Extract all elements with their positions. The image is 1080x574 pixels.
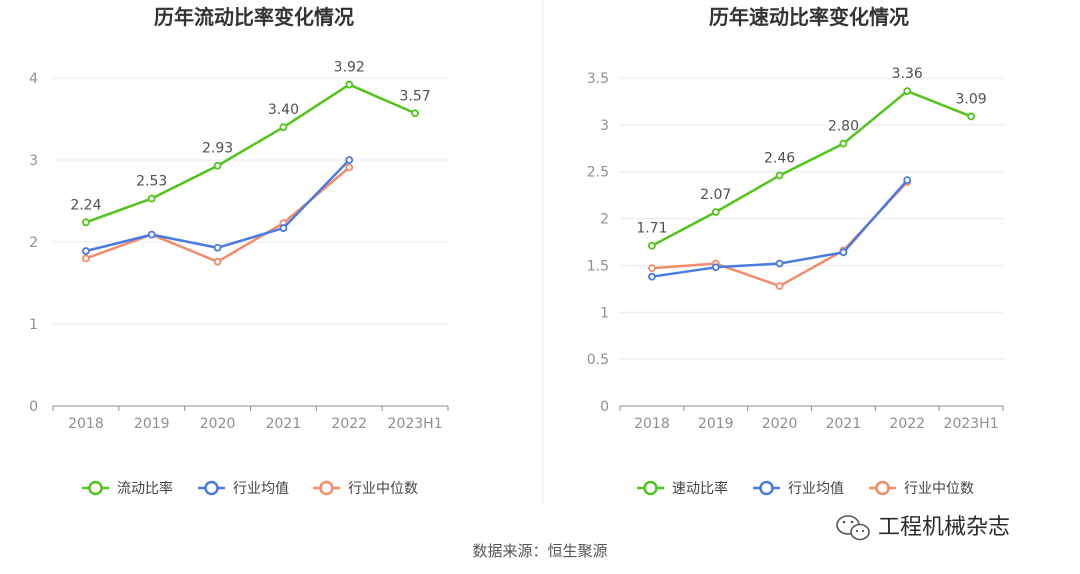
- data-point: [82, 218, 90, 227]
- x-tick-label: 2022: [331, 416, 367, 432]
- data-label: 2.07: [700, 187, 731, 203]
- data-point: [82, 247, 90, 255]
- data-point: [775, 259, 784, 268]
- x-tick-label: 2020: [762, 416, 798, 432]
- data-point: [711, 208, 720, 216]
- legend-item: 行业中位数: [313, 480, 418, 497]
- y-tick-label: 1: [600, 305, 609, 321]
- x-tick-label: 2021: [266, 416, 302, 432]
- legend-item: 行业均值: [753, 480, 844, 497]
- data-point: [411, 109, 419, 118]
- data-label: 3.92: [334, 60, 365, 76]
- data-label: 3.40: [268, 102, 299, 118]
- legend-label: 流动比率: [117, 480, 173, 497]
- data-label: 2.24: [70, 197, 101, 213]
- legend-swatch-marker: [319, 480, 334, 496]
- brand-watermark: 工程机械杂志: [878, 515, 1010, 540]
- data-point: [648, 264, 656, 273]
- x-tick-label: 2019: [134, 416, 170, 432]
- legend-swatch-marker: [88, 480, 103, 496]
- data-point: [903, 176, 912, 185]
- legend-item: 行业均值: [198, 480, 289, 497]
- legend-swatch-marker: [759, 480, 774, 496]
- chart-title: 历年速动比率变化情况: [709, 5, 909, 29]
- legend-label: 行业中位数: [348, 481, 418, 497]
- data-point: [775, 171, 784, 180]
- x-tick-label: 2018: [68, 416, 104, 432]
- x-tick-label: 2023H1: [944, 416, 999, 432]
- x-tick-label: 2021: [826, 416, 862, 432]
- data-point: [279, 123, 288, 132]
- data-label: 1.71: [636, 221, 667, 237]
- data-label: 2.53: [136, 174, 167, 190]
- wechat-icon: [836, 515, 870, 541]
- data-point: [147, 230, 156, 239]
- data-label: 2.80: [828, 119, 859, 135]
- chart-title: 历年流动比率变化情况: [154, 5, 354, 29]
- data-point: [775, 282, 784, 290]
- legend-item: 行业中位数: [869, 480, 974, 497]
- legend-swatch-marker: [875, 480, 890, 496]
- legend-label: 行业均值: [233, 481, 289, 497]
- x-tick-label: 2022: [889, 416, 925, 432]
- data-source-note: 数据来源：恒生聚源: [472, 542, 607, 560]
- data-point: [82, 254, 90, 263]
- legend-item: 流动比率: [82, 480, 173, 497]
- y-tick-label: 2.5: [587, 165, 609, 181]
- current-ratio-chart: 历年流动比率变化情况 0 1 2 3 4 2018 2019 2020 2021 2022 2023H…: [29, 5, 449, 497]
- data-point: [839, 248, 848, 257]
- y-tick-label: 0: [600, 399, 609, 415]
- legend-label: 速动比率: [672, 480, 728, 497]
- legend-item: 速动比率: [637, 480, 728, 497]
- data-point: [648, 272, 656, 281]
- data-label: 3.57: [399, 88, 430, 104]
- data-point: [213, 161, 222, 170]
- x-tick-label: 2019: [698, 416, 734, 432]
- y-tick-label: 0.5: [587, 352, 609, 368]
- data-point: [213, 257, 222, 266]
- data-point: [345, 80, 354, 89]
- legend-swatch-marker: [643, 480, 658, 496]
- y-tick-label: 2: [600, 212, 609, 228]
- data-label: 3.36: [892, 66, 923, 82]
- data-point: [345, 163, 354, 172]
- series-line: [85, 159, 351, 253]
- series-line: [85, 83, 416, 224]
- legend-label: 行业均值: [788, 481, 844, 497]
- x-tick-label: 2018: [634, 416, 670, 432]
- y-tick-label: 1.5: [587, 258, 609, 274]
- y-tick-label: 3.5: [587, 71, 609, 87]
- series-line: [651, 89, 972, 247]
- data-point: [648, 241, 656, 250]
- data-point: [903, 87, 912, 96]
- legend-label: 行业中位数: [904, 481, 974, 497]
- quick-ratio-chart: 历年速动比率变化情况 0 0.5 1 1.5 2 2.5 3 3.5 2018 2019 2020 20…: [587, 5, 1004, 497]
- y-tick-label: 3: [29, 153, 38, 169]
- y-tick-label: 0: [29, 399, 38, 415]
- y-tick-label: 4: [29, 71, 38, 87]
- data-label: 2.46: [764, 150, 795, 166]
- data-point: [711, 263, 720, 272]
- y-tick-label: 3: [600, 118, 609, 134]
- x-tick-label: 2023H1: [388, 416, 443, 432]
- data-label: 3.09: [955, 91, 986, 107]
- y-tick-label: 1: [29, 317, 38, 333]
- x-tick-label: 2020: [200, 416, 236, 432]
- data-point: [967, 112, 975, 121]
- y-tick-label: 2: [29, 235, 38, 251]
- data-point: [147, 194, 156, 203]
- data-point: [839, 139, 848, 148]
- legend-swatch-marker: [204, 480, 219, 496]
- data-point: [213, 243, 222, 252]
- data-point: [345, 156, 354, 164]
- data-point: [279, 224, 288, 232]
- data-label: 2.93: [202, 141, 233, 157]
